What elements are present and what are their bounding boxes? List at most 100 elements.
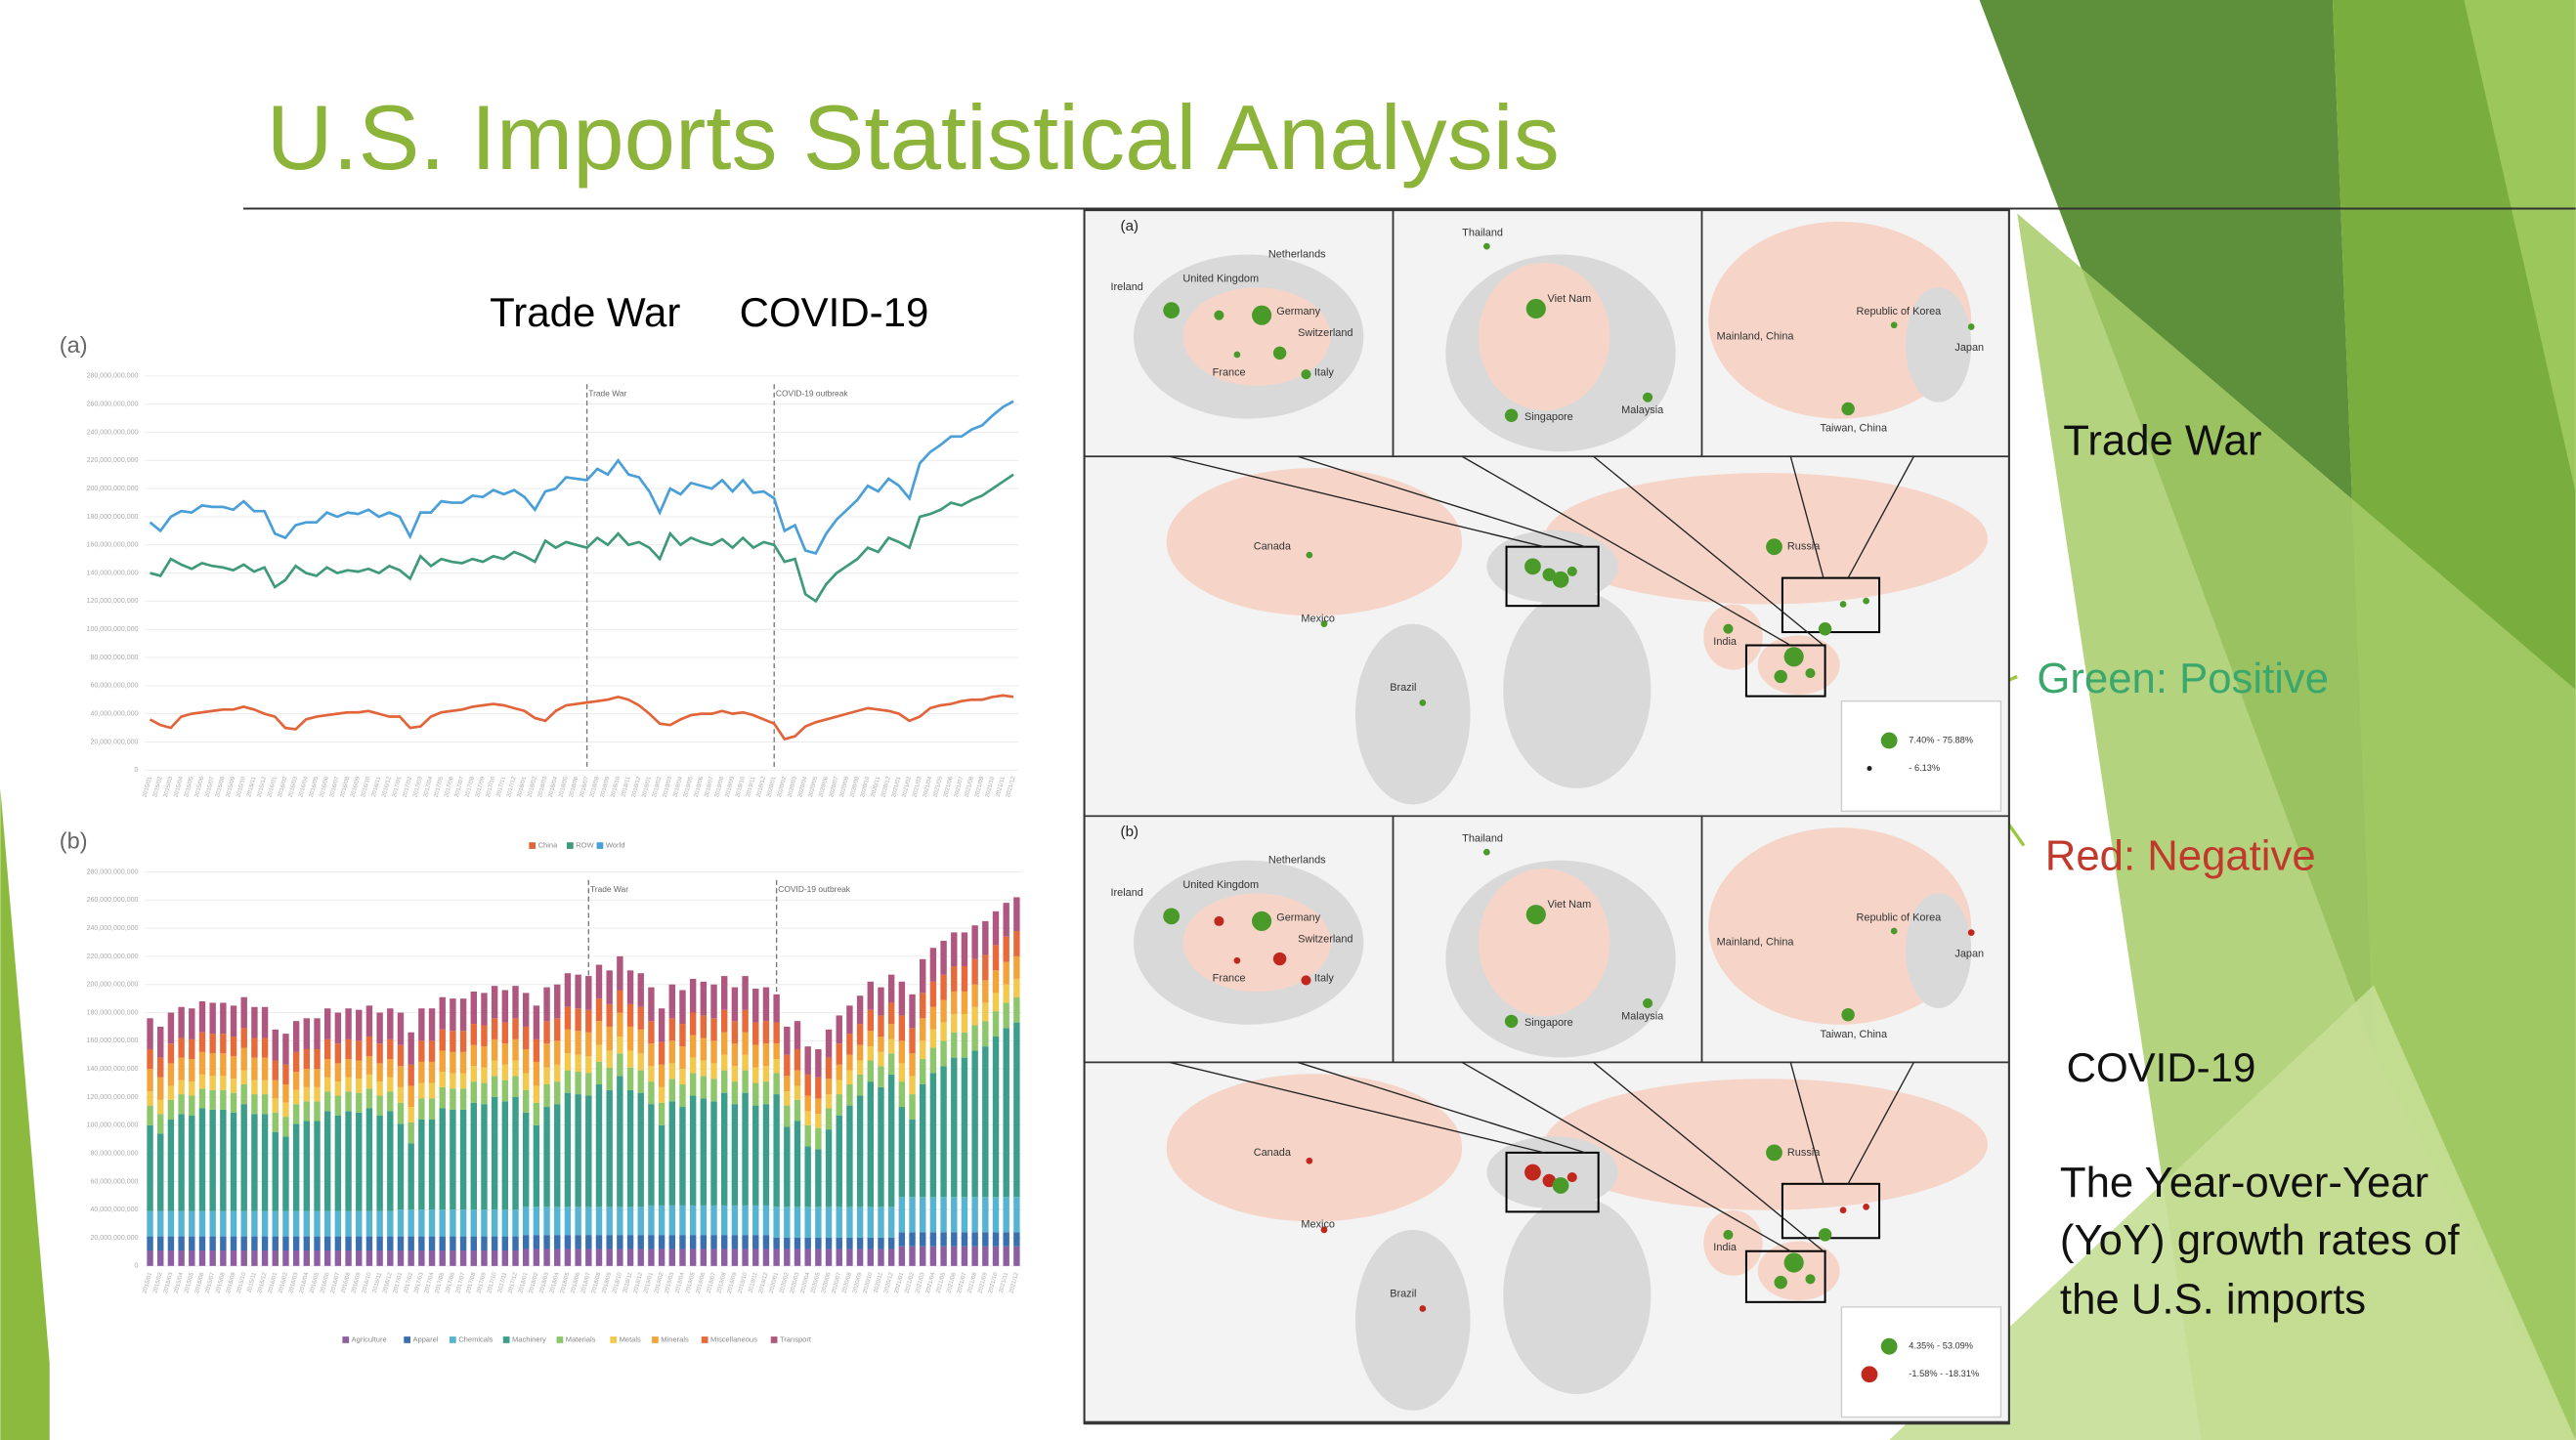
map-legend-label: 7.40% - 75.88% <box>1909 735 1973 744</box>
x-tick-label: 2017/01 <box>392 776 404 798</box>
place-label: Japan <box>1954 342 1984 354</box>
bar-segment <box>323 1249 331 1266</box>
x-tick-label: 2016/03 <box>288 776 300 798</box>
bar-segment <box>668 1063 675 1080</box>
bar-segment <box>867 1060 874 1082</box>
bar-segment <box>533 1038 540 1062</box>
bar-segment <box>898 1197 906 1233</box>
bar-segment <box>784 1076 791 1092</box>
bar-segment <box>459 1236 467 1250</box>
bar-segment <box>784 1249 791 1266</box>
bar-segment <box>961 1197 968 1233</box>
y-tick-label: 0 <box>135 1263 139 1270</box>
bar-segment <box>209 1109 216 1211</box>
bar-segment <box>971 1246 978 1266</box>
bar-segment <box>742 1249 749 1266</box>
bar-segment <box>387 1210 394 1237</box>
bar-segment <box>543 1235 550 1249</box>
bar-segment <box>397 1209 405 1237</box>
bar-segment <box>397 1066 405 1087</box>
bar-segment <box>459 998 467 1032</box>
place-label: Republic of Korea <box>1857 306 1943 318</box>
legend-label: Minerals <box>661 1334 689 1343</box>
bar-segment <box>365 1056 373 1075</box>
panel-label: (b) <box>60 827 88 853</box>
x-tick-label: 2019/03 <box>665 1271 676 1293</box>
x-tick-label: 2018/11 <box>623 1271 634 1293</box>
place-label: Mainland, China <box>1717 330 1795 342</box>
y-tick-label: 260,000,000,000 <box>87 402 139 408</box>
bar-segment <box>762 987 770 1022</box>
bar-segment <box>564 1029 572 1054</box>
place-label: Canada <box>1254 541 1292 553</box>
annotation-label: Trade War <box>588 389 626 399</box>
bar-segment <box>710 1040 717 1064</box>
land <box>1503 591 1652 788</box>
bar-segment <box>418 1249 425 1266</box>
bar-segment <box>450 1209 456 1237</box>
x-tick-label: 2021/12 <box>1006 776 1017 798</box>
bar-segment <box>282 1236 289 1250</box>
bar-segment <box>1013 978 1020 997</box>
bar-segment <box>929 1232 937 1247</box>
bar-segment <box>240 1210 247 1237</box>
bar-segment <box>752 1022 759 1045</box>
bar-segment <box>575 1235 581 1249</box>
bar-segment <box>867 1009 874 1032</box>
x-tick-label: 2019/11 <box>746 776 757 798</box>
bar-segment <box>230 1236 237 1250</box>
bar-segment <box>408 1032 414 1065</box>
x-tick-label: 2020/06 <box>821 1271 833 1293</box>
bar-segment <box>1013 897 1020 931</box>
bar-segment <box>752 1205 759 1236</box>
bar-segment <box>909 1053 916 1077</box>
bar-segment <box>387 1038 394 1060</box>
bar-segment <box>543 1207 550 1236</box>
bar-segment <box>961 991 968 1014</box>
x-tick-label: 2016/09 <box>350 776 362 798</box>
x-tick-label: 2015/02 <box>152 776 164 798</box>
bar-segment <box>773 1094 780 1207</box>
bar-segment <box>303 1249 311 1266</box>
bar-segment <box>533 1102 540 1125</box>
bar-segment <box>731 1235 739 1249</box>
bar-segment <box>261 1094 269 1115</box>
connector <box>1789 456 1825 578</box>
x-tick-label: 2018/07 <box>580 776 591 798</box>
x-tick-label: 2018/01 <box>518 1271 530 1293</box>
x-tick-label: 2016/10 <box>361 776 372 798</box>
bar-segment <box>251 1249 258 1266</box>
bar-segment <box>742 1070 749 1093</box>
x-tick-label: 2016/08 <box>341 1271 353 1293</box>
bar-segment <box>418 1008 425 1041</box>
bar-segment <box>178 1038 185 1058</box>
bar-segment <box>617 1012 623 1038</box>
bar-segment <box>323 1210 331 1237</box>
bar-segment <box>575 1008 581 1032</box>
y-tick-label: 120,000,000,000 <box>87 1094 139 1101</box>
bar-segment <box>459 1031 467 1052</box>
zoom-box <box>1505 1151 1600 1213</box>
bar-segment <box>909 1028 916 1054</box>
bar-segment <box>292 1123 300 1211</box>
bar-segment <box>700 1098 708 1206</box>
bar-segment <box>450 1051 456 1074</box>
bar-segment <box>439 1108 446 1210</box>
bar-segment <box>198 1032 206 1052</box>
bar-segment <box>334 1081 342 1096</box>
place-label: Netherlands <box>1268 855 1326 867</box>
bar-segment <box>971 1232 978 1247</box>
bar-segment <box>1003 984 1009 1003</box>
bar-segment <box>1003 1232 1009 1247</box>
bar-segment <box>376 1095 383 1116</box>
annotation-label: COVID-19 outbreak <box>778 884 850 894</box>
bar-segment <box>543 1067 550 1085</box>
place-label: India <box>1713 636 1738 648</box>
bar-segment <box>971 984 978 1007</box>
bar-segment <box>157 1099 164 1115</box>
bar-segment <box>481 993 488 1026</box>
bar-segment <box>982 954 989 981</box>
bar-segment <box>292 1051 300 1073</box>
bar-segment <box>982 1197 989 1233</box>
bar-segment <box>198 1001 206 1033</box>
